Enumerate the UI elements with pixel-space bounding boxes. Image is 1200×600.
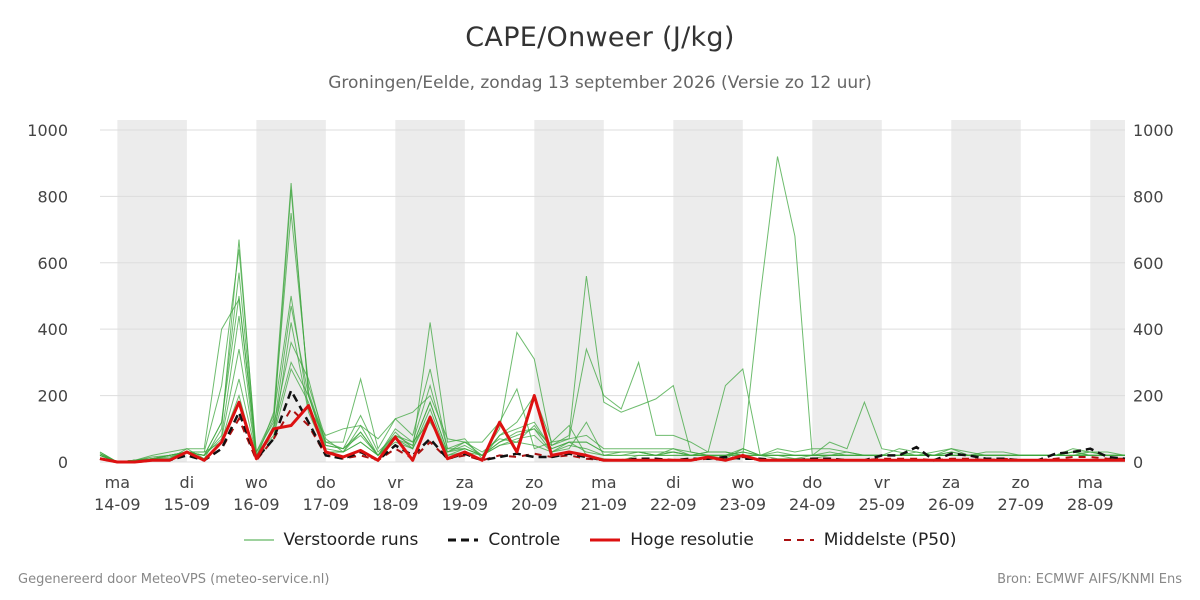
x-tick-day-9: wo [731,473,754,492]
x-tick-date-3: 17-09 [303,495,350,514]
legend-swatch-control [448,538,479,542]
x-tick-date-0: 14-09 [94,495,141,514]
x-tick-date-4: 18-09 [372,495,419,514]
shade-band-0 [117,120,187,462]
footer-generated-by: Gegenereerd door MeteoVPS (meteo-service… [18,572,330,587]
y-tick-left-600: 600 [37,254,68,273]
legend: Verstoorde runs Controle Hoge resolutie … [0,530,1200,550]
y-tick-right-800: 800 [1133,187,1164,206]
x-tick-day-5: za [456,473,474,492]
x-tick-date-7: 21-09 [581,495,628,514]
legend-swatch-hires [590,538,621,542]
x-tick-day-11: vr [874,473,890,492]
x-tick-day-10: do [802,473,822,492]
x-tick-date-14: 28-09 [1067,495,1114,514]
x-tick-day-8: di [666,473,681,492]
x-tick-date-8: 22-09 [650,495,697,514]
series-line-ensemble-2 [99,156,1125,463]
y-tick-left-200: 200 [37,387,68,406]
x-tick-date-11: 25-09 [859,495,906,514]
x-tick-day-12: za [942,473,960,492]
series-line-control [99,387,1126,464]
legend-swatch-median [783,539,814,541]
x-tick-date-2: 16-09 [233,495,280,514]
shade-band-3 [534,120,604,462]
y-tick-right-400: 400 [1133,320,1164,339]
x-tick-day-4: vr [387,473,403,492]
shade-band-4 [673,120,743,462]
x-tick-day-13: zo [1012,473,1030,492]
x-tick-day-1: di [180,473,195,492]
x-tick-date-6: 20-09 [511,495,558,514]
legend-item-hires[interactable]: Hoge resolutie [590,530,754,550]
y-tick-left-400: 400 [37,320,68,339]
x-tick-day-14: ma [1078,473,1103,492]
chart-title: CAPE/Onweer (J/kg) [465,22,735,53]
legend-label-median: Middelste (P50) [823,530,957,550]
x-tick-day-3: do [316,473,336,492]
x-tick-date-5: 19-09 [442,495,489,514]
legend-item-median[interactable]: Middelste (P50) [783,530,957,550]
y-tick-right-600: 600 [1133,254,1164,273]
y-tick-left-1000: 1000 [27,121,68,140]
x-tick-date-1: 15-09 [164,495,211,514]
x-tick-date-10: 24-09 [789,495,836,514]
legend-item-ensemble[interactable]: Verstoorde runs [243,530,419,550]
y-tick-right-1000: 1000 [1133,121,1174,140]
x-tick-date-13: 27-09 [998,495,1045,514]
x-tick-day-0: ma [105,473,130,492]
x-tick-date-12: 26-09 [928,495,975,514]
legend-item-control[interactable]: Controle [448,530,560,550]
shade-band-6 [951,120,1021,462]
legend-label-ensemble: Verstoorde runs [283,530,419,550]
footer-source: Bron: ECMWF AIFS/KNMI Ens [997,572,1182,587]
shade-band-2 [395,120,465,462]
x-tick-day-6: zo [525,473,543,492]
shade-band-5 [812,120,882,462]
y-tick-left-800: 800 [37,187,68,206]
x-tick-date-9: 23-09 [720,495,767,514]
series-line-hires [99,394,1125,464]
chart-subtitle: Groningen/Eelde, zondag 13 september 202… [328,73,872,93]
y-tick-right-200: 200 [1133,387,1164,406]
shade-band-1 [256,120,326,462]
x-tick-day-2: wo [245,473,268,492]
x-tick-day-7: ma [591,473,616,492]
legend-label-control: Controle [488,530,561,550]
legend-swatch-ensemble [243,539,274,541]
y-tick-right-0: 0 [1133,453,1143,472]
y-tick-left-0: 0 [58,453,68,472]
legend-label-hires: Hoge resolutie [630,530,754,550]
shade-band-7 [1090,120,1125,462]
